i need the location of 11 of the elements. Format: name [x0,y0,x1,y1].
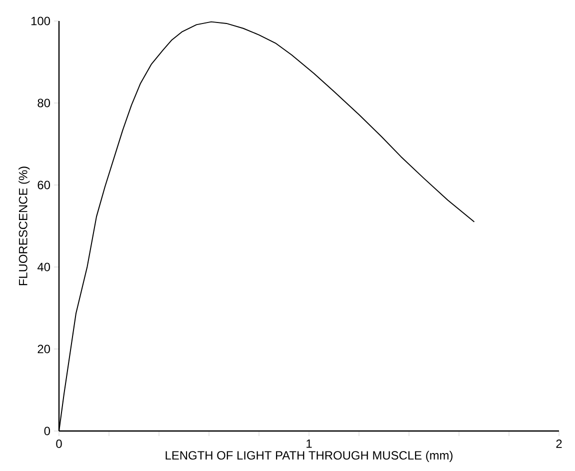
y-tick-label: 0 [44,426,50,436]
x-tick-label: 1 [306,440,312,448]
y-tick-label: 80 [38,98,50,108]
x-tick-label: 0 [56,440,62,448]
x-axis-title: LENGTH OF LIGHT PATH THROUGH MUSCLE (mm) [166,450,452,462]
x-tick-label: 2 [556,440,562,448]
y-tick-label: 100 [31,16,50,26]
y-axis-title: FLUORESCENCE (%) [18,166,30,286]
y-tick-label: 20 [38,344,50,354]
y-tick-label: 60 [38,180,50,190]
y-tick-label: 40 [37,262,50,272]
